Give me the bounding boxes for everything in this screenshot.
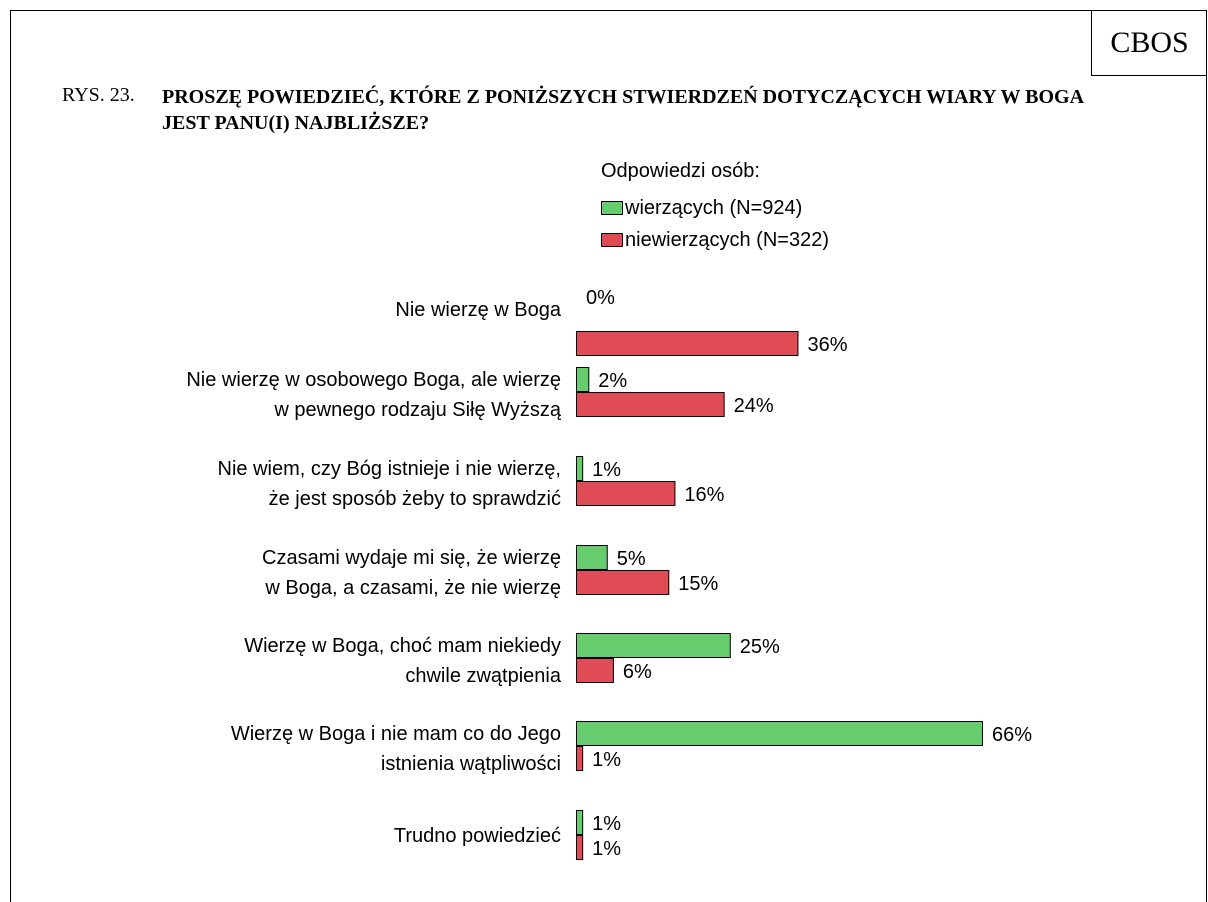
figure-title: PROSZĘ POWIEDZIEĆ, KTÓRE Z PONIŻSZYCH ST… xyxy=(162,86,1083,134)
data-label: 1% xyxy=(592,459,621,481)
data-label: 15% xyxy=(678,573,718,595)
category-label: w pewnego rodzaju Siłę Wyższą xyxy=(273,399,561,421)
data-label: 5% xyxy=(617,548,646,570)
bar-nonbelievers xyxy=(576,392,725,417)
data-label: 66% xyxy=(992,724,1032,746)
figure-frame xyxy=(10,10,1207,902)
category-label: Czasami wydaje mi się, że wierzę xyxy=(262,547,561,569)
bar-believers xyxy=(576,456,584,481)
bar-nonbelievers xyxy=(576,570,670,595)
legend-item-nonbelievers: niewierzących (N=322) xyxy=(601,228,829,252)
bar-nonbelievers xyxy=(576,331,799,356)
category-label: Wierzę w Boga i nie mam co do Jego xyxy=(231,723,561,745)
category-label: w Boga, a czasami, że nie wierzę xyxy=(264,577,561,599)
category-label: Nie wierzę w Boga xyxy=(395,299,562,321)
data-label: 24% xyxy=(734,395,774,417)
bar-believers xyxy=(576,633,731,658)
legend-swatch-nonbelievers xyxy=(601,233,623,247)
bar-nonbelievers xyxy=(576,835,584,860)
legend-item-believers: wierzących (N=924) xyxy=(601,196,802,220)
category-label: Wierzę w Boga, choć mam niekiedy xyxy=(244,635,561,657)
bar-believers xyxy=(576,367,590,392)
data-label: 1% xyxy=(592,749,621,771)
bar-believers xyxy=(576,721,983,746)
category-label: istnienia wątpliwości xyxy=(381,753,561,775)
legend-label-believers: wierzących (N=924) xyxy=(625,196,803,219)
legend-heading: Odpowiedzi osób: xyxy=(601,160,760,182)
data-label: 25% xyxy=(740,636,780,658)
data-label: 2% xyxy=(598,370,627,392)
data-label: 0% xyxy=(586,287,615,309)
bar-nonbelievers xyxy=(576,481,676,506)
bar-believers xyxy=(576,545,608,570)
data-label: 6% xyxy=(623,661,652,683)
category-label: Trudno powiedzieć xyxy=(394,825,561,847)
data-label: 1% xyxy=(592,813,621,835)
bar-nonbelievers xyxy=(576,658,614,683)
category-label: Nie wierzę w osobowego Boga, ale wierzę xyxy=(186,369,561,391)
figure-number: RYS. 23. xyxy=(62,84,135,106)
category-label: że jest sposób żeby to sprawdzić xyxy=(269,488,561,510)
bar-nonbelievers xyxy=(576,746,584,771)
data-label: 1% xyxy=(592,838,621,860)
bar-believers xyxy=(576,810,584,835)
legend-label-nonbelievers: niewierzących (N=322) xyxy=(625,228,829,251)
category-label: chwile zwątpienia xyxy=(405,665,562,687)
data-label: 16% xyxy=(684,484,724,506)
legend-swatch-believers xyxy=(601,201,623,215)
category-label: Nie wiem, czy Bóg istnieje i nie wierzę, xyxy=(218,458,561,480)
brand-logo: CBOS xyxy=(1091,10,1207,76)
data-label: 36% xyxy=(807,334,847,356)
